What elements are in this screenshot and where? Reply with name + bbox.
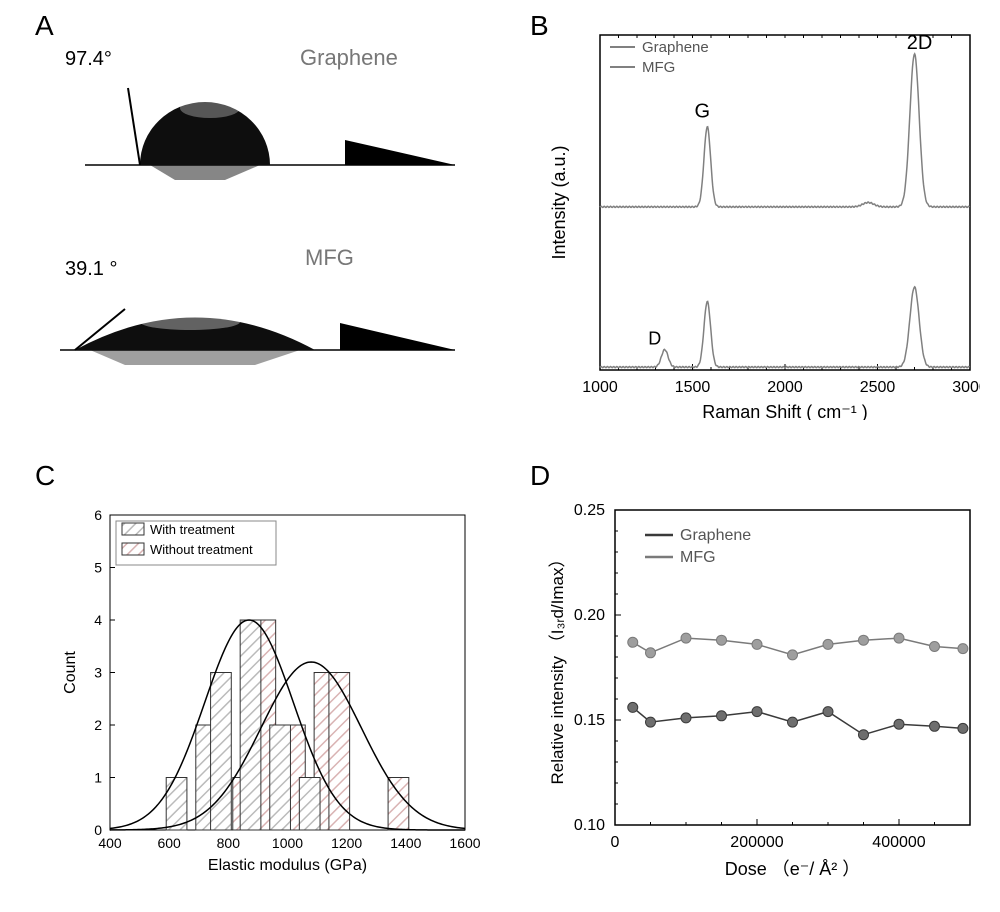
svg-text:0: 0 <box>611 834 620 851</box>
panel-a-bottom-name: MFG <box>305 245 354 270</box>
panel-a-top-angle: 97.4° <box>65 48 112 70</box>
svg-text:Intensity (a.u.): Intensity (a.u.) <box>549 145 569 259</box>
svg-text:Relative intensity （I₃ᵣd/Imax）: Relative intensity （I₃ᵣd/Imax） <box>548 551 567 785</box>
svg-text:0.20: 0.20 <box>574 607 605 624</box>
svg-text:Graphene: Graphene <box>642 39 709 56</box>
svg-text:0: 0 <box>94 822 102 838</box>
panel-c-histogram: 40060080010001200140016000123456Elastic … <box>55 490 485 885</box>
svg-text:3: 3 <box>94 665 102 681</box>
svg-text:2D: 2D <box>907 32 933 54</box>
svg-text:4: 4 <box>94 612 102 628</box>
svg-text:D: D <box>648 329 661 349</box>
svg-text:Dose （e⁻/ Å² ）: Dose （e⁻/ Å² ） <box>725 859 861 879</box>
svg-text:800: 800 <box>217 835 241 851</box>
svg-text:1200: 1200 <box>331 835 362 851</box>
panel-b-raman: 1000 1500 2000 2500 3000 G 2D D Raman Shift ( cm… <box>540 20 980 420</box>
svg-text:400000: 400000 <box>872 834 925 851</box>
panel-a-top-name: Graphene <box>300 45 398 70</box>
svg-text:600: 600 <box>157 835 181 851</box>
svg-text:1600: 1600 <box>449 835 480 851</box>
svg-text:Graphene: Graphene <box>680 527 751 544</box>
svg-text:Raman Shift ( cm⁻¹ ): Raman Shift ( cm⁻¹ ) <box>702 402 868 420</box>
svg-text:1000: 1000 <box>582 379 618 396</box>
svg-text:G: G <box>695 101 711 123</box>
panel-c-svg: 40060080010001200140016000123456Elastic … <box>55 490 485 885</box>
svg-text:With treatment: With treatment <box>150 522 235 537</box>
panel-c-label: C <box>35 460 55 492</box>
svg-text:1: 1 <box>94 770 102 786</box>
panel-a-svg: 97.4° Graphene 39.1 ° MFG <box>45 30 475 400</box>
svg-text:Elastic modulus (GPa): Elastic modulus (GPa) <box>208 857 367 874</box>
svg-text:Count: Count <box>62 651 79 694</box>
svg-text:200000: 200000 <box>730 834 783 851</box>
svg-text:0.10: 0.10 <box>574 817 605 834</box>
svg-text:2000: 2000 <box>767 379 803 396</box>
svg-text:Without treatment: Without treatment <box>150 542 253 557</box>
svg-text:2: 2 <box>94 717 102 733</box>
svg-text:6: 6 <box>94 507 102 523</box>
panel-a-contact-angle: 97.4° Graphene 39.1 ° MFG <box>45 30 475 400</box>
svg-text:0.25: 0.25 <box>574 502 605 519</box>
panel-a-top: 97.4° Graphene <box>65 45 455 180</box>
svg-text:MFG: MFG <box>680 549 716 566</box>
svg-text:2500: 2500 <box>860 379 896 396</box>
svg-text:MFG: MFG <box>642 59 675 76</box>
panel-d-svg: 0 200000 400000 0.10 0.15 0.20 0.25 Graphene MFG… <box>540 490 980 885</box>
panel-d-label: D <box>530 460 550 492</box>
svg-text:1500: 1500 <box>675 379 711 396</box>
panel-a-bottom-angle: 39.1 ° <box>65 258 117 280</box>
svg-text:1000: 1000 <box>272 835 303 851</box>
panel-a-bottom: 39.1 ° MFG <box>60 245 455 365</box>
svg-text:3000: 3000 <box>952 379 980 396</box>
panel-d-dose: 0 200000 400000 0.10 0.15 0.20 0.25 Graphene MFG… <box>540 490 980 885</box>
svg-text:5: 5 <box>94 560 102 576</box>
svg-text:0.15: 0.15 <box>574 712 605 729</box>
panel-b-svg: 1000 1500 2000 2500 3000 G 2D D Raman Shift ( cm… <box>540 20 980 420</box>
svg-text:1400: 1400 <box>390 835 421 851</box>
